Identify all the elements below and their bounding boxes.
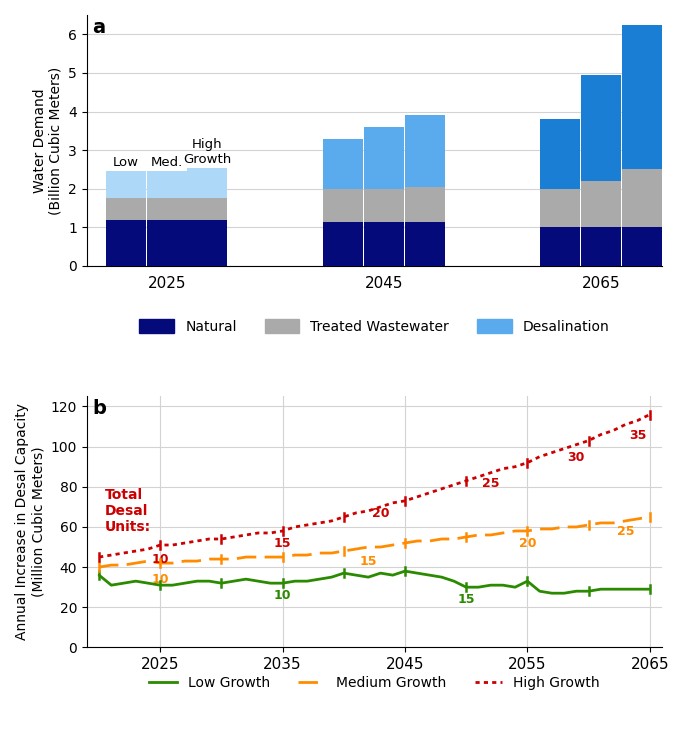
Text: High
Growth: High Growth: [184, 137, 232, 166]
Bar: [540, 228, 580, 266]
Bar: [405, 222, 445, 266]
Bar: [405, 187, 445, 222]
Text: 30: 30: [568, 451, 585, 464]
Bar: [323, 139, 363, 189]
Text: b: b: [92, 399, 106, 418]
Legend: Natural, Treated Wastewater, Desalination: Natural, Treated Wastewater, Desalinatio…: [134, 313, 615, 339]
Legend: Low Growth, Medium Growth, High Growth: Low Growth, Medium Growth, High Growth: [143, 671, 606, 696]
Bar: [581, 75, 621, 181]
Text: 20: 20: [519, 537, 536, 550]
Bar: [581, 181, 621, 228]
Bar: [621, 228, 662, 266]
Bar: [405, 115, 445, 187]
Bar: [364, 222, 403, 266]
Text: 10: 10: [151, 573, 169, 586]
Text: 15: 15: [458, 593, 475, 606]
Text: Med.: Med.: [151, 156, 183, 170]
Bar: [188, 198, 227, 219]
Bar: [581, 228, 621, 266]
Bar: [147, 219, 186, 266]
Bar: [188, 167, 227, 198]
Bar: [323, 222, 363, 266]
Bar: [364, 189, 403, 222]
Bar: [540, 119, 580, 189]
Bar: [105, 171, 146, 198]
Y-axis label: Annual Increase in Desal Capacity
(Million Cubic Meters): Annual Increase in Desal Capacity (Milli…: [15, 404, 45, 641]
Y-axis label: Water Demand
(Billion Cubic Meters): Water Demand (Billion Cubic Meters): [32, 66, 63, 214]
Bar: [105, 219, 146, 266]
Bar: [364, 127, 403, 189]
Text: Low: Low: [113, 156, 139, 170]
Bar: [147, 198, 186, 219]
Bar: [105, 198, 146, 219]
Text: 10: 10: [151, 553, 169, 566]
Text: Total
Desal
Units:: Total Desal Units:: [105, 487, 151, 534]
Bar: [621, 25, 662, 170]
Bar: [147, 171, 186, 198]
Text: 25: 25: [482, 477, 499, 490]
Bar: [621, 170, 662, 228]
Bar: [188, 219, 227, 266]
Bar: [323, 189, 363, 222]
Text: a: a: [92, 18, 105, 37]
Text: 10: 10: [274, 589, 291, 602]
Bar: [540, 189, 580, 228]
Text: 20: 20: [372, 507, 389, 520]
Text: 35: 35: [629, 429, 646, 442]
Text: 15: 15: [274, 537, 291, 550]
Text: 25: 25: [616, 525, 634, 538]
Text: 15: 15: [360, 555, 377, 568]
